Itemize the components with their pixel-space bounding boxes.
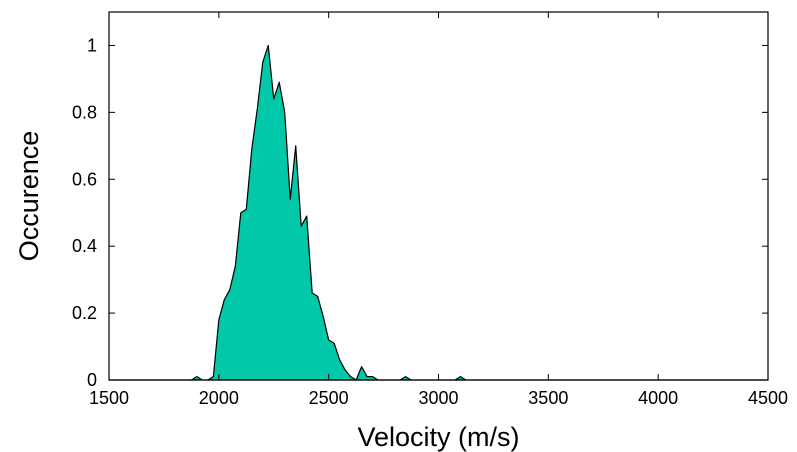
plot-area	[108, 11, 769, 381]
x-tick-label: 3500	[528, 388, 568, 408]
plot-frame	[108, 11, 769, 381]
x-tick-label: 4500	[748, 388, 788, 408]
x-tick-label: 1500	[89, 388, 129, 408]
x-axis-ticks: 1500 2000 2500 3000 3500 4000 4500	[89, 12, 788, 408]
y-tick-label: 0.2	[72, 303, 97, 323]
y-axis-label: Occurence	[14, 131, 44, 262]
x-tick-label: 4000	[638, 388, 678, 408]
y-axis-ticks: 0 0.2 0.4 0.6 0.8 1	[72, 35, 768, 390]
x-tick-label: 3000	[418, 388, 458, 408]
velocity-distribution-area	[108, 44, 769, 381]
x-tick-label: 2000	[199, 388, 239, 408]
y-tick-label: 1	[87, 35, 97, 55]
y-tick-label: 0.8	[72, 102, 97, 122]
x-axis-label: Velocity (m/s)	[357, 422, 519, 452]
x-tick-label: 2500	[309, 388, 349, 408]
y-tick-label: 0	[87, 370, 97, 390]
y-tick-label: 0.4	[72, 236, 97, 256]
y-tick-label: 0.6	[72, 169, 97, 189]
